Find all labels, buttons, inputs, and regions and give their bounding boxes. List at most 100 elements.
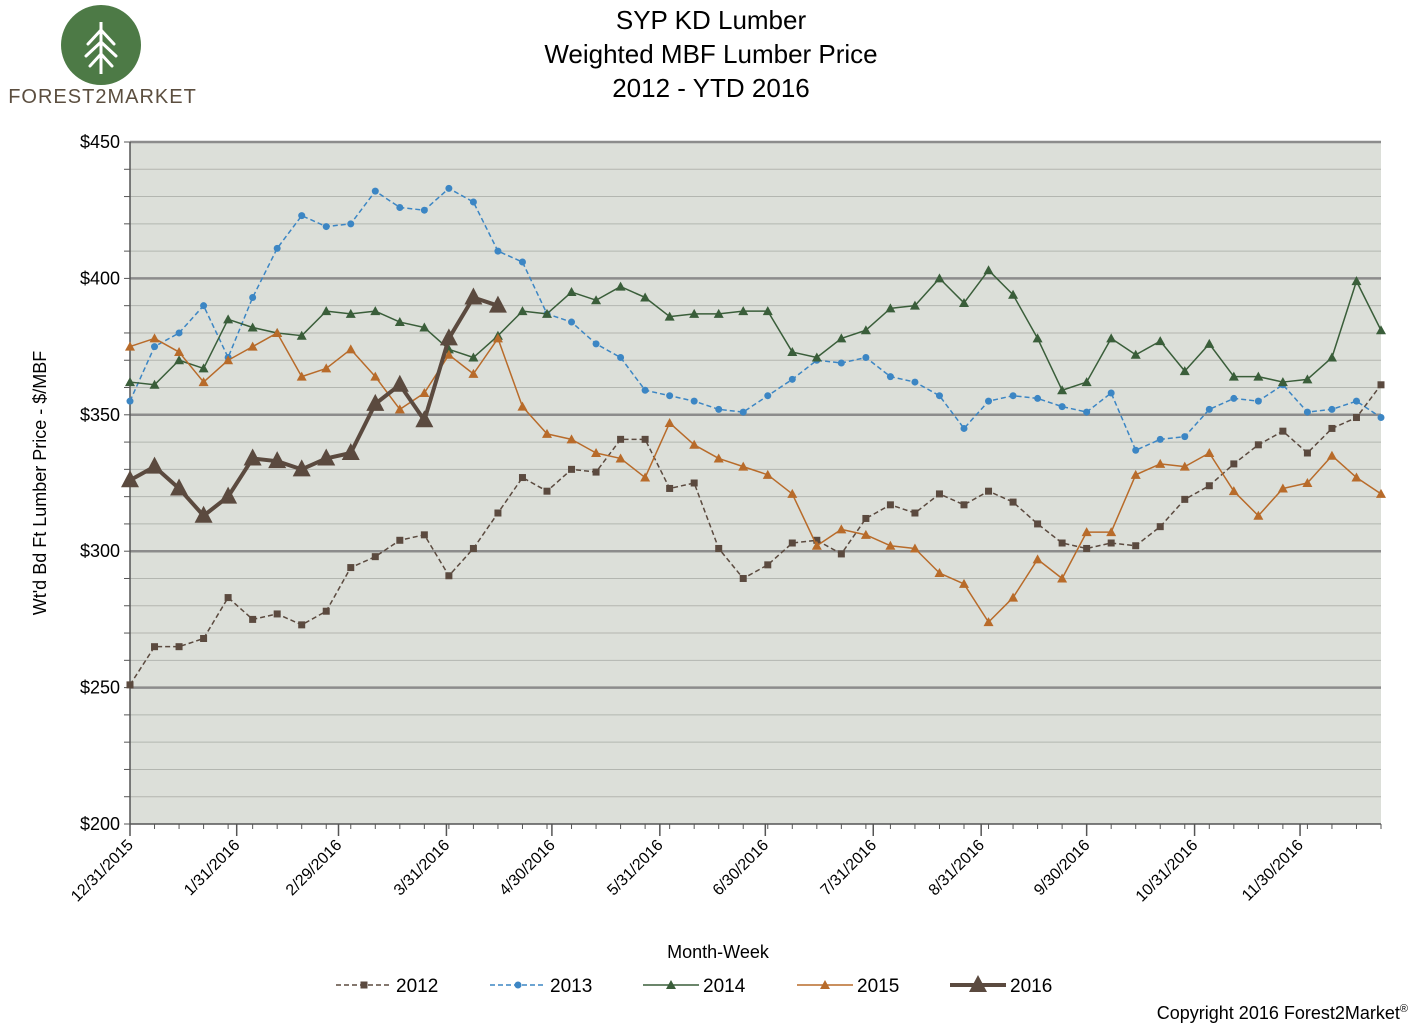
data-point-2013 <box>1034 394 1042 402</box>
data-point-2014 <box>1008 289 1019 299</box>
data-point-2015 <box>1008 592 1019 602</box>
legend-label: 2013 <box>550 976 592 997</box>
data-point-2014 <box>738 306 749 316</box>
x-tick-label: 1/31/2016 <box>181 837 243 899</box>
data-point-2014 <box>1057 385 1068 395</box>
data-point-2014 <box>664 311 675 321</box>
chart-title-line-1: SYP KD Lumber <box>615 5 807 35</box>
data-point-2014 <box>419 322 430 332</box>
data-point-2012 <box>420 531 428 539</box>
data-point-2012 <box>911 509 919 517</box>
data-point-2012 <box>813 536 821 544</box>
data-point-2014 <box>860 325 871 335</box>
data-point-2016 <box>415 410 434 428</box>
legend-item-2016: 2016 <box>950 975 1052 997</box>
data-point-2016 <box>390 374 409 392</box>
data-point-2013 <box>200 302 208 310</box>
data-point-2012 <box>886 501 894 509</box>
data-point-2012 <box>935 490 943 498</box>
data-point-2015 <box>198 377 209 387</box>
data-point-2013 <box>1058 403 1066 411</box>
legend-item-2013: 2013 <box>490 976 592 997</box>
data-point-2013 <box>1328 405 1336 413</box>
data-point-2012 <box>1205 482 1213 490</box>
data-point-2012 <box>518 474 526 482</box>
data-point-2013 <box>788 375 796 383</box>
series-line-2015 <box>129 332 1382 623</box>
data-point-2014 <box>125 377 135 387</box>
data-point-2014 <box>640 292 651 302</box>
data-point-2012 <box>543 487 551 495</box>
data-point-2013 <box>1254 397 1262 405</box>
data-point-2015 <box>247 341 258 351</box>
data-point-2014 <box>811 352 822 362</box>
data-point-2015 <box>272 327 283 337</box>
data-point-2014 <box>959 297 969 307</box>
data-point-2012 <box>200 634 208 642</box>
data-point-2015 <box>811 540 822 550</box>
data-point-2015 <box>591 447 602 457</box>
data-point-2015 <box>689 439 700 449</box>
data-point-2015 <box>664 417 675 427</box>
data-point-2016 <box>439 328 458 346</box>
data-point-2012 <box>1328 424 1336 432</box>
data-point-2015 <box>419 387 430 397</box>
data-point-2012 <box>837 550 845 558</box>
data-point-2015 <box>174 347 185 357</box>
data-point-2013 <box>371 187 379 195</box>
data-point-2015 <box>615 453 626 463</box>
legend-label: 2016 <box>1010 976 1052 997</box>
data-point-2015 <box>370 371 381 381</box>
data-point-2015 <box>1081 527 1092 537</box>
data-point-2014 <box>174 355 185 365</box>
data-point-2012 <box>298 621 306 629</box>
data-point-2013 <box>911 378 919 386</box>
x-tick-label: 6/30/2016 <box>710 837 772 899</box>
data-point-2015 <box>468 368 479 378</box>
data-point-2014 <box>296 330 307 340</box>
legend-label: 2012 <box>396 976 438 997</box>
data-point-2014 <box>468 352 479 362</box>
data-point-2014 <box>198 363 209 373</box>
series-group <box>121 184 1386 689</box>
data-point-2016 <box>121 470 139 488</box>
data-point-2013 <box>1083 408 1091 416</box>
data-point-2012 <box>249 615 257 623</box>
series-2016 <box>121 287 507 523</box>
legend-item-2014: 2014 <box>643 976 746 997</box>
x-tick-label: 11/30/2016 <box>1239 837 1307 905</box>
data-point-2013 <box>862 354 870 362</box>
data-point-2012 <box>592 468 600 476</box>
data-point-2014 <box>591 295 602 305</box>
series-2014 <box>125 265 1386 395</box>
data-point-2014 <box>1253 371 1264 381</box>
series-2012 <box>126 381 1385 689</box>
legend-marker <box>666 980 676 989</box>
data-point-2014 <box>517 306 528 316</box>
y-tick-label: $450 <box>80 132 120 152</box>
data-point-2015 <box>1204 447 1215 457</box>
data-point-2014 <box>223 314 234 324</box>
data-point-2013 <box>568 318 576 326</box>
data-point-2016 <box>243 448 262 466</box>
data-point-2014 <box>885 303 896 313</box>
chart-title-line-3: 2012 - YTD 2016 <box>612 73 810 103</box>
data-point-2013 <box>518 258 526 266</box>
data-point-2015 <box>1106 527 1117 537</box>
data-point-2013 <box>175 329 183 337</box>
data-point-2012 <box>1132 542 1140 550</box>
data-point-2014 <box>149 379 160 389</box>
data-point-2016 <box>464 287 483 305</box>
data-point-2016 <box>268 451 287 469</box>
data-point-2016 <box>366 393 385 411</box>
data-point-2012 <box>126 681 134 689</box>
data-point-2015 <box>1130 469 1141 479</box>
data-point-2012 <box>1303 449 1311 457</box>
data-point-2015 <box>345 344 356 354</box>
data-point-2015 <box>321 363 332 373</box>
data-point-2012 <box>715 544 723 552</box>
y-axis-title: Wt'd Bd Ft Lumber Price - $/MBF <box>30 351 50 616</box>
data-point-2012 <box>151 643 159 651</box>
data-point-2012 <box>1181 495 1189 503</box>
data-point-2012 <box>175 643 183 651</box>
